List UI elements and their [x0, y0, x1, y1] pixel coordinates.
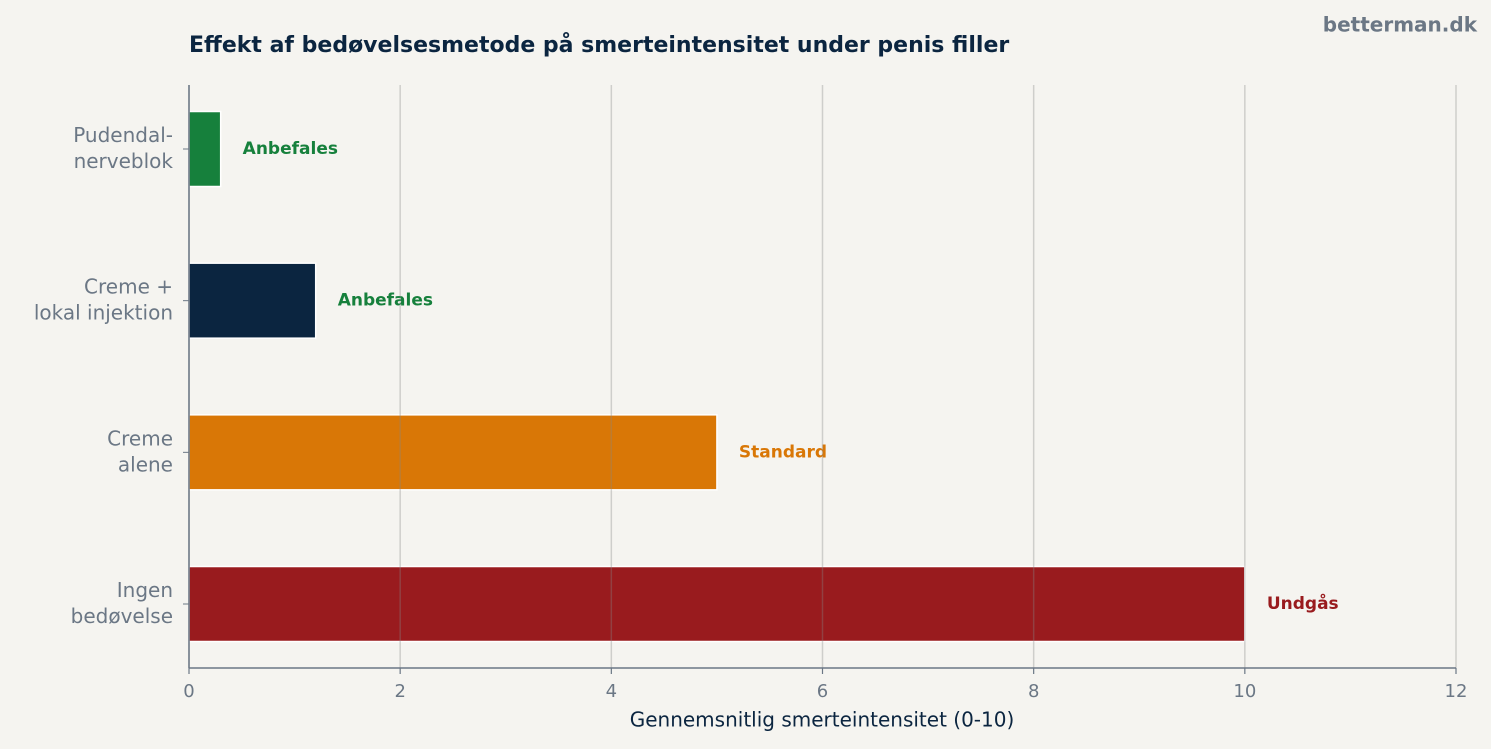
chart-title: Effekt af bedøvelsesmetode på smerteinte…: [189, 32, 1009, 58]
x-tick-label: 12: [1445, 681, 1468, 702]
watermark: betterman.dk: [1323, 13, 1478, 37]
bar-annotation: Anbefales: [338, 291, 433, 311]
x-tick-label: 8: [1028, 681, 1039, 702]
y-tick-label: Creme + lokal injektion: [34, 274, 173, 324]
bar-annotation: Anbefales: [243, 139, 338, 159]
x-tick-label: 6: [817, 681, 828, 702]
y-tick-label: Pudendal-nerveblok: [73, 123, 173, 173]
x-tick-label: 2: [394, 681, 405, 702]
y-tick-label: Creme alene: [107, 426, 173, 476]
bar: [188, 414, 718, 491]
bar: [188, 110, 222, 188]
x-axis-label: Gennemsnitlig smerteintensitet (0-10): [630, 708, 1015, 732]
x-tick-label: 0: [183, 681, 194, 702]
x-tick-label: 4: [606, 681, 617, 702]
bar-annotation: Undgås: [1267, 592, 1339, 614]
bar: [188, 262, 317, 339]
bar-annotation: Standard: [739, 442, 827, 462]
y-tick-label: Ingen bedøvelse: [71, 578, 173, 628]
x-tick-label: 10: [1233, 681, 1256, 702]
bar: [188, 565, 1246, 643]
